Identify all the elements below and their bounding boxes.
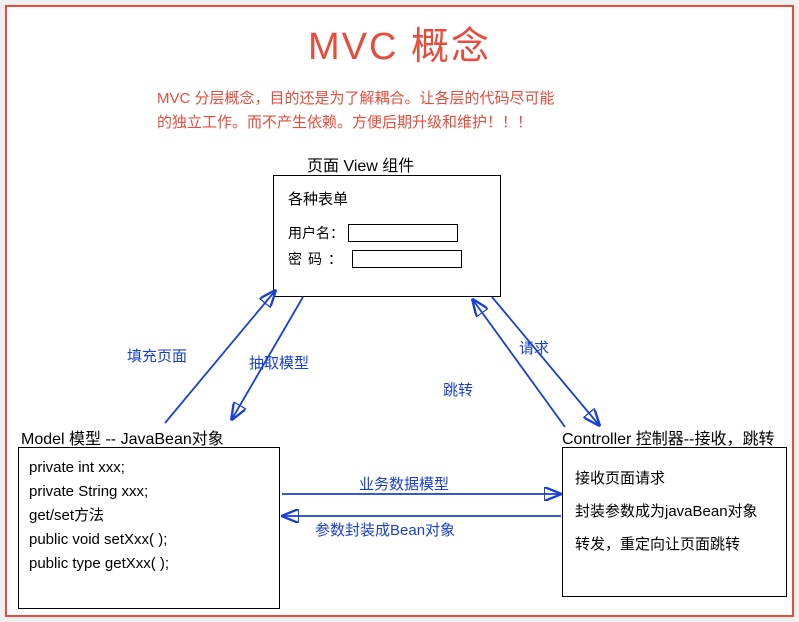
edge-label-controller-to-model: 参数封装成Bean对象: [315, 519, 455, 540]
subtitle-line-1: MVC 分层概念，目的还是为了解耦合。让各层的代码尽可能: [157, 87, 637, 111]
view-form-row-username: 用户名：: [288, 223, 486, 243]
edge-label-model-to-controller: 业务数据模型: [359, 473, 449, 494]
model-line-1: private int xxx;: [29, 456, 269, 480]
model-line-5: public void setXxx( );: [29, 528, 269, 552]
password-label: 密码：: [288, 249, 348, 269]
edge-label-view-to-controller: 请求: [519, 337, 549, 358]
edge-label-view-to-model: 抽取模型: [249, 352, 309, 373]
controller-line-1: 接收页面请求: [575, 462, 774, 495]
diagram-title: MVC 概念: [7, 15, 792, 70]
model-line-4: get/set方法: [29, 504, 269, 528]
edge-controller-to-view: [473, 300, 565, 427]
edge-label-model-to-view: 填充页面: [127, 345, 187, 366]
username-field: [348, 224, 458, 242]
diagram-frame: MVC 概念 MVC 分层概念，目的还是为了解耦合。让各层的代码尽可能 的独立工…: [5, 5, 794, 617]
model-node-label: Model 模型 -- JavaBean对象: [21, 425, 224, 449]
password-field: [352, 250, 462, 268]
controller-line-3: 转发，重定向让页面跳转: [575, 528, 774, 561]
controller-node: 接收页面请求 封装参数成为javaBean对象 转发，重定向让页面跳转: [562, 447, 787, 597]
controller-node-label: Controller 控制器--接收，跳转: [562, 425, 774, 449]
view-node-label: 页面 View 组件: [307, 152, 414, 176]
model-line-2: private String xxx;: [29, 480, 269, 504]
edge-label-controller-to-view: 跳转: [443, 379, 473, 400]
view-form-title: 各种表单: [288, 188, 486, 209]
view-form-row-password: 密码：: [288, 249, 486, 269]
edge-view-to-controller: [492, 297, 599, 425]
username-label: 用户名：: [288, 223, 344, 243]
diagram-subtitle: MVC 分层概念，目的还是为了解耦合。让各层的代码尽可能 的独立工作。而不产生依…: [157, 87, 637, 135]
view-node: 各种表单 用户名： 密码：: [273, 175, 501, 297]
model-node: private int xxx; private String xxx; get…: [18, 447, 280, 609]
subtitle-line-2: 的独立工作。而不产生依赖。方便后期升级和维护！！！: [157, 111, 637, 135]
model-line-6: public type getXxx( );: [29, 552, 269, 576]
controller-line-2: 封装参数成为javaBean对象: [575, 495, 774, 528]
